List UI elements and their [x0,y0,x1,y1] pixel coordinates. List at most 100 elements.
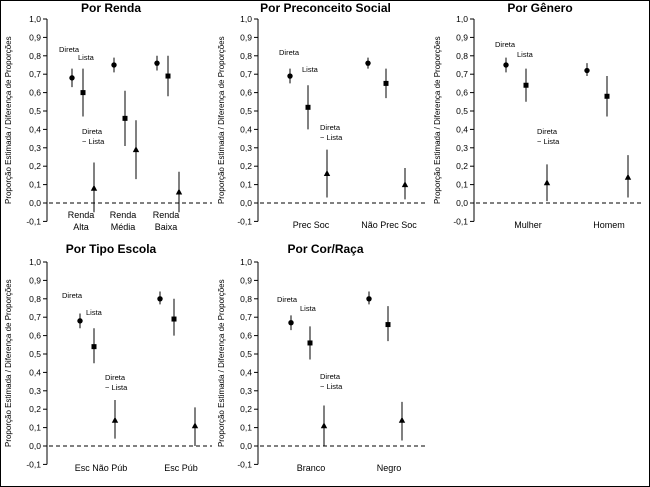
direta-point [69,75,75,81]
y-tick-label: 0,5 [29,106,41,116]
y-tick-label: 0,0 [29,198,41,208]
lista-point [383,80,389,86]
lista-point [307,340,313,346]
direta-point [366,296,372,302]
direta-point [503,62,509,68]
y-tick-label: 0,5 [29,349,41,359]
y-tick-label: -0,1 [26,459,41,469]
chart-panel: Por Renda -0,1 0,0 0,1 0,2 0,3 0,4 0,5 0,6 0,7 0,8… [4,1,212,232]
category-label: Mulher [514,220,542,230]
diferenca-point [320,422,328,429]
y-tick-label: -0,1 [237,459,252,469]
y-axis-label: Proporção Estimada / Diferença de Propor… [4,36,13,204]
direta-point [154,60,160,66]
direta-point [365,60,371,66]
y-tick-label: 0,9 [29,275,41,285]
y-tick-label: 1,0 [456,14,468,24]
y-tick-label: 0,3 [29,386,41,396]
chart-panel: Por Cor/Raça -0,1 0,0 0,1 0,2 0,3 0,4 0,5 0,6 0,7… [217,242,428,473]
diferenca-point [543,179,551,186]
category-label: Homem [593,220,625,230]
y-axis-label: Proporção Estimada / Diferença de Propor… [4,279,13,447]
y-tick-label: 0,4 [29,124,41,134]
lista-point [165,73,171,79]
y-tick-label: 0,7 [240,69,252,79]
y-tick-label: 0,3 [240,386,252,396]
series-annotation: − Lista [320,133,343,142]
y-tick-label: 0,1 [240,423,252,433]
series-annotation: Direta [277,295,298,304]
y-tick-label: 0,3 [29,143,41,153]
y-tick-label: 0,3 [456,143,468,153]
series-annotation: Lista [86,308,103,317]
direta-point [287,73,293,79]
series-annotation: − Lista [320,382,343,391]
y-tick-label: 0,4 [29,367,41,377]
series-annotation: Direta [62,291,83,300]
y-tick-label: 0,9 [240,32,252,42]
category-label: Baixa [155,222,178,232]
series-annotation: Lista [302,65,319,74]
y-tick-label: 0,4 [456,124,468,134]
y-tick-label: 0,9 [456,32,468,42]
y-tick-label: 0,4 [240,367,252,377]
category-label: Esc Não Púb [75,463,128,473]
series-annotation: Direta [320,372,341,381]
chart-title: Por Preconceito Social [260,1,391,15]
y-tick-label: 0,0 [29,441,41,451]
y-tick-label: 0,5 [240,349,252,359]
y-tick-label: -0,1 [453,216,468,226]
category-label: Esc Púb [164,463,198,473]
lista-point [523,82,529,88]
lista-point [171,316,177,322]
direta-point [77,318,83,324]
y-tick-label: 0,2 [29,404,41,414]
lista-point [604,93,610,99]
series-annotation: Lista [300,304,317,313]
chart-panel: Por Tipo Escola -0,1 0,0 0,1 0,2 0,3 0,4 0,5 0,6… [4,242,212,473]
y-tick-label: 0,8 [240,294,252,304]
lista-point [91,344,97,350]
category-label: Alta [73,222,89,232]
direta-point [584,67,590,74]
y-tick-label: 0,1 [240,180,252,190]
y-axis-label: Proporção Estimada / Diferença de Propor… [217,36,226,204]
diferenca-point [624,173,632,180]
y-tick-label: -0,1 [26,216,41,226]
diferenca-point [398,416,406,423]
chart-title: Por Tipo Escola [66,242,157,256]
y-tick-label: 0,0 [456,198,468,208]
y-tick-label: 0,2 [29,161,41,171]
y-tick-label: 0,8 [456,51,468,61]
y-axis-label: Proporção Estimada / Diferença de Propor… [217,279,226,447]
series-annotation: Direta [537,127,558,136]
y-tick-label: 0,4 [240,124,252,134]
category-label: Média [111,222,136,232]
y-tick-label: 0,8 [29,51,41,61]
diferenca-point [323,170,331,177]
y-tick-label: 0,6 [29,331,41,341]
y-tick-label: 0,6 [240,331,252,341]
series-annotation: − Lista [537,137,560,146]
chart-panel: Por Preconceito Social -0,1 0,0 0,1 0,2 0,3 0,… [217,1,428,230]
y-tick-label: 1,0 [240,257,252,267]
diferenca-point [175,188,183,195]
y-tick-label: 1,0 [240,14,252,24]
lista-point [305,104,311,110]
series-annotation: − Lista [105,383,128,392]
diferenca-point [401,181,409,188]
category-label: Renda [68,210,95,220]
diferenca-point [111,416,119,423]
diferenca-point [191,422,199,429]
lista-point [385,322,391,328]
category-label: Branco [297,463,326,473]
diferenca-point [90,184,98,191]
y-axis-label: Proporção Estimada / Diferença de Propor… [433,36,442,204]
y-tick-label: 0,5 [456,106,468,116]
y-tick-label: 0,7 [240,312,252,322]
series-annotation: − Lista [82,137,105,146]
y-tick-label: 0,7 [456,69,468,79]
chart-panel: Por Gênero -0,1 0,0 0,1 0,2 0,3 0,4 0,5 0,6 0,7 0,… [433,1,641,230]
y-tick-label: 0,1 [29,423,41,433]
diferenca-point [132,146,140,153]
